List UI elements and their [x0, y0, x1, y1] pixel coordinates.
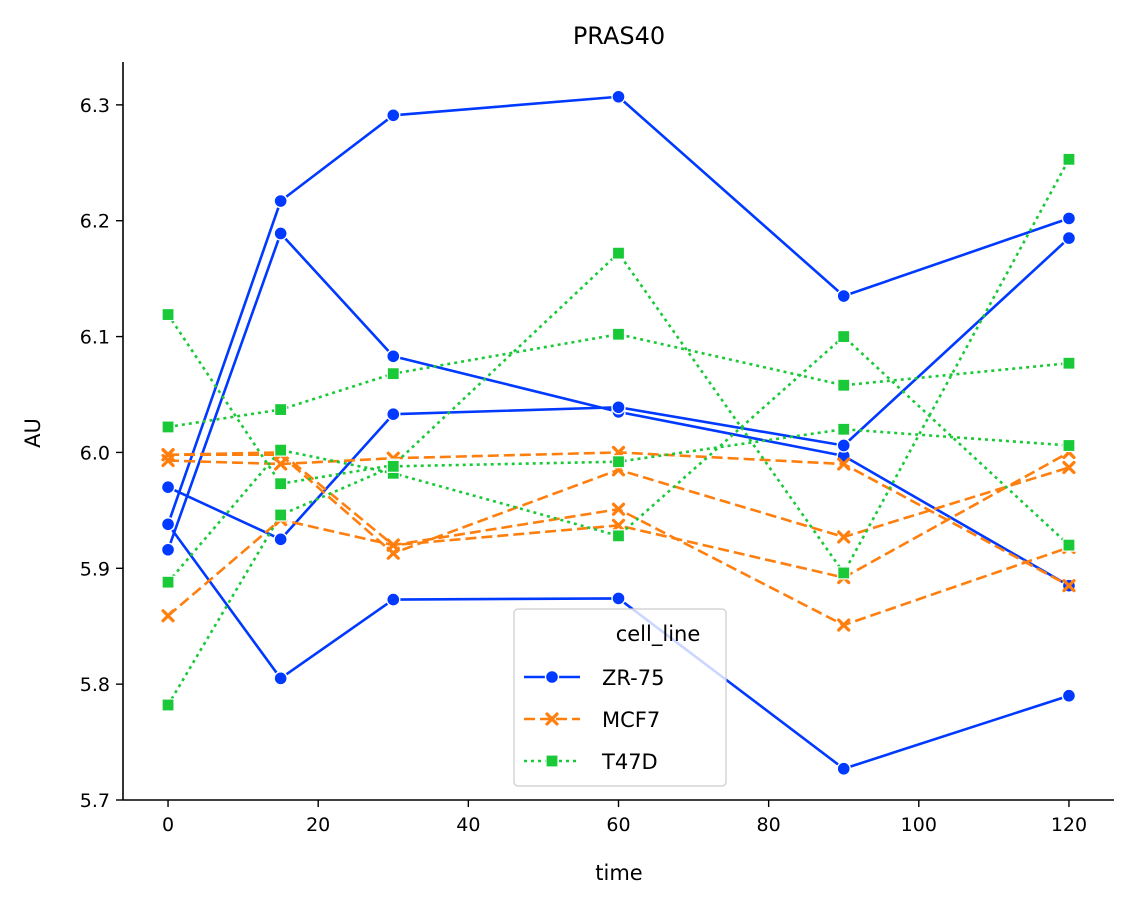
y-tick-label: 5.9 [80, 558, 110, 580]
data-point-t47d [274, 508, 288, 522]
data-point-t47d [837, 329, 851, 344]
legend: cell_line ZR-75 MCF7 T47D [513, 608, 727, 787]
legend-marker-t47d [545, 754, 559, 768]
data-point-zr-75 [1061, 688, 1077, 703]
chart-title: PRAS40 [573, 22, 665, 50]
data-point-t47d [161, 575, 175, 589]
data-point-mcf7 [1062, 460, 1076, 475]
y-tick-label: 5.8 [80, 674, 110, 696]
data-point-zr-75 [836, 438, 851, 453]
y-tick-label: 5.7 [80, 790, 110, 812]
data-point-t47d [274, 443, 288, 457]
x-tick-label: 0 [162, 814, 174, 836]
plot-lines [166, 95, 1071, 771]
series-line-zr-75 [166, 523, 1070, 771]
data-point-mcf7 [837, 457, 851, 471]
x-tick-label: 60 [606, 814, 630, 836]
data-point-zr-75 [160, 542, 176, 557]
series-line-t47d [166, 427, 1070, 706]
data-point-t47d [386, 367, 400, 381]
legend-box [513, 608, 727, 787]
data-point-mcf7 [1062, 579, 1076, 593]
data-point-zr-75 [1061, 230, 1077, 246]
data-point-t47d [1062, 356, 1076, 370]
series-line-mcf7 [168, 453, 1070, 555]
data-point-zr-75 [611, 400, 626, 415]
data-point-t47d [386, 459, 400, 473]
y-tick-label: 6.1 [80, 327, 110, 349]
data-point-t47d [837, 566, 851, 580]
data-point-mcf7 [274, 457, 288, 471]
x-tick-label: 120 [1051, 814, 1087, 836]
legend-label: ZR-75 [602, 666, 664, 690]
data-point-t47d [274, 402, 288, 417]
plot-markers [160, 89, 1077, 776]
data-point-zr-75 [836, 288, 851, 304]
y-ticks: 5.7 5.8 5.9 6.0 6.1 6.2 6.3 [80, 95, 123, 812]
y-axis-label: AU [21, 418, 45, 448]
data-point-zr-75 [273, 532, 288, 547]
y-tick-label: 6.3 [80, 95, 110, 117]
data-point-mcf7 [161, 609, 175, 623]
data-point-t47d [837, 422, 851, 436]
data-point-zr-75 [611, 89, 626, 104]
data-point-zr-75 [1061, 211, 1077, 226]
data-point-zr-75 [386, 592, 401, 607]
data-point-zr-75 [386, 108, 401, 123]
series-line-zr-75 [167, 237, 1070, 541]
y-tick-label: 6.0 [80, 442, 110, 464]
data-point-zr-75 [273, 193, 288, 209]
series-line-t47d [166, 158, 1071, 575]
data-point-mcf7 [611, 502, 626, 516]
data-point-t47d [837, 378, 851, 392]
data-point-t47d [1062, 438, 1076, 453]
data-point-t47d [611, 455, 626, 469]
data-point-t47d [161, 698, 175, 712]
x-tick-label: 40 [456, 814, 480, 836]
legend-label: MCF7 [602, 708, 660, 732]
data-point-zr-75 [386, 349, 401, 364]
data-point-mcf7 [386, 538, 400, 552]
legend-label: T47D [601, 750, 658, 774]
series-line-mcf7 [168, 451, 1070, 627]
data-point-t47d [161, 307, 175, 322]
data-point-t47d [274, 477, 288, 491]
data-point-mcf7 [837, 530, 851, 544]
data-point-mcf7 [837, 618, 851, 632]
series-line-mcf7 [168, 451, 1070, 587]
data-point-zr-75 [160, 517, 176, 532]
data-point-zr-75 [273, 671, 288, 686]
series-line-zr-75 [166, 232, 1070, 587]
x-tick-label: 80 [757, 814, 781, 836]
x-tick-label: 20 [306, 814, 330, 836]
series-line-t47d [167, 332, 1070, 429]
legend-marker-mcf7 [545, 712, 559, 726]
data-point-zr-75 [386, 407, 401, 422]
data-point-zr-75 [611, 591, 626, 606]
data-point-zr-75 [160, 479, 176, 495]
data-point-t47d [1062, 152, 1076, 166]
legend-items: ZR-75 MCF7 T47D [524, 666, 664, 774]
data-point-t47d [611, 246, 626, 260]
data-point-zr-75 [273, 226, 288, 241]
legend-marker-zr-75 [544, 669, 560, 685]
data-point-t47d [611, 529, 626, 543]
data-point-t47d [161, 420, 175, 434]
series-line-mcf7 [167, 451, 1070, 617]
y-tick-label: 6.2 [80, 211, 110, 233]
data-point-t47d [1062, 538, 1076, 552]
legend-title: cell_line [616, 622, 701, 647]
series-line-zr-75 [166, 95, 1070, 525]
x-ticks: 0 20 40 60 80 100 120 [162, 800, 1087, 836]
data-point-t47d [611, 327, 626, 341]
x-axis-label: time [595, 861, 642, 885]
data-point-mcf7 [611, 518, 626, 533]
data-point-mcf7 [161, 448, 175, 462]
x-tick-label: 100 [901, 814, 937, 836]
data-point-zr-75 [836, 761, 851, 776]
